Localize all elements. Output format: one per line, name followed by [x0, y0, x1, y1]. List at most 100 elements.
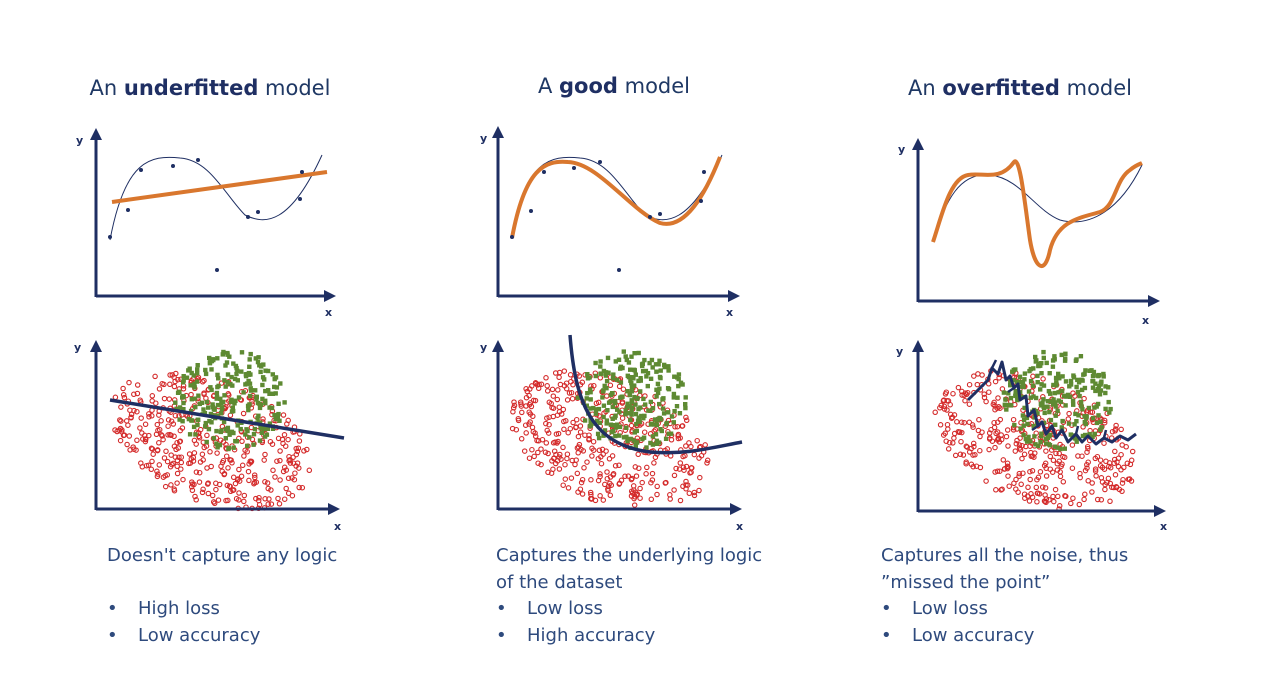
- red-point: [577, 486, 584, 492]
- green-point: [593, 360, 598, 366]
- red-point: [580, 448, 587, 454]
- bullet-list: Low loss High accuracy: [496, 595, 655, 649]
- green-point: [253, 356, 258, 361]
- red-point: [607, 474, 614, 480]
- red-point: [689, 465, 695, 471]
- green-point: [641, 435, 647, 440]
- green-point: [664, 420, 670, 426]
- red-point: [941, 406, 948, 412]
- red-point: [937, 422, 944, 428]
- red-point: [1043, 499, 1049, 506]
- green-point: [248, 351, 253, 357]
- green-point: [1062, 446, 1067, 451]
- green-point: [661, 396, 666, 401]
- red-point: [1048, 447, 1055, 453]
- green-point: [1083, 421, 1088, 427]
- red-point: [566, 390, 573, 396]
- green-point: [1097, 427, 1103, 432]
- green-point: [602, 428, 608, 433]
- red-point: [265, 501, 271, 507]
- red-point: [283, 467, 290, 473]
- red-point: [629, 490, 636, 496]
- red-point: [561, 426, 567, 433]
- red-point: [143, 462, 150, 469]
- red-point: [589, 453, 595, 459]
- green-point: [662, 364, 667, 370]
- red-point: [691, 451, 698, 458]
- green-point: [208, 385, 213, 390]
- red-point: [992, 378, 999, 385]
- red-point: [1042, 485, 1049, 491]
- green-point: [612, 415, 618, 420]
- green-point: [220, 405, 225, 410]
- green-point: [188, 408, 194, 414]
- red-point: [526, 421, 532, 427]
- red-point: [1068, 500, 1074, 507]
- green-point: [1074, 439, 1079, 444]
- green-point: [1075, 377, 1080, 383]
- green-point: [203, 424, 208, 429]
- green-point: [261, 362, 266, 367]
- green-point: [263, 398, 268, 403]
- y-axis-label: y: [480, 341, 487, 354]
- red-point: [201, 444, 207, 451]
- green-point: [1067, 384, 1072, 389]
- green-point: [611, 372, 616, 377]
- red-point: [299, 484, 306, 491]
- green-point: [194, 379, 200, 384]
- green-point: [1076, 413, 1081, 418]
- green-point: [1063, 356, 1068, 361]
- red-point: [149, 393, 156, 399]
- green-point: [633, 443, 638, 449]
- green-point: [629, 409, 634, 414]
- green-point: [1046, 442, 1052, 447]
- green-point: [588, 390, 593, 395]
- red-point: [204, 432, 210, 439]
- red-point: [944, 407, 950, 413]
- green-point: [629, 412, 634, 417]
- green-point: [203, 367, 208, 373]
- green-point: [274, 385, 280, 390]
- green-point: [1058, 446, 1063, 452]
- red-point: [205, 480, 211, 486]
- red-point: [296, 484, 302, 491]
- green-point: [1071, 402, 1076, 407]
- red-point: [598, 460, 605, 467]
- red-point: [551, 448, 558, 454]
- red-point: [995, 395, 1001, 401]
- red-point: [162, 483, 169, 490]
- green-point: [180, 419, 185, 424]
- red-point: [579, 379, 586, 386]
- green-point: [222, 378, 227, 383]
- red-point: [1102, 486, 1108, 493]
- green-point: [631, 438, 637, 443]
- green-point: [276, 411, 281, 417]
- green-point: [1028, 395, 1033, 400]
- green-point: [261, 427, 267, 432]
- green-point: [645, 383, 650, 389]
- green-point: [657, 401, 662, 407]
- regression-plot: y x: [76, 128, 336, 319]
- green-point: [588, 397, 593, 402]
- green-point: [214, 390, 220, 396]
- red-point: [138, 415, 144, 421]
- green-point: [1099, 425, 1104, 430]
- green-point: [195, 371, 200, 376]
- green-point: [1021, 417, 1027, 423]
- green-point: [1081, 372, 1086, 377]
- green-point: [263, 388, 268, 394]
- red-point: [218, 463, 224, 470]
- green-point: [1061, 393, 1067, 398]
- red-point: [116, 427, 123, 434]
- red-point: [253, 479, 260, 485]
- red-point: [210, 499, 217, 505]
- green-point: [628, 436, 633, 442]
- x-axis-label: x: [325, 306, 332, 319]
- red-point: [597, 375, 604, 381]
- red-point: [619, 415, 626, 421]
- green-point: [282, 400, 287, 405]
- red-point: [604, 469, 610, 475]
- green-point: [232, 376, 238, 382]
- red-point: [1092, 466, 1099, 472]
- panel-good: A good model y x y x Captures the underl…: [420, 0, 840, 696]
